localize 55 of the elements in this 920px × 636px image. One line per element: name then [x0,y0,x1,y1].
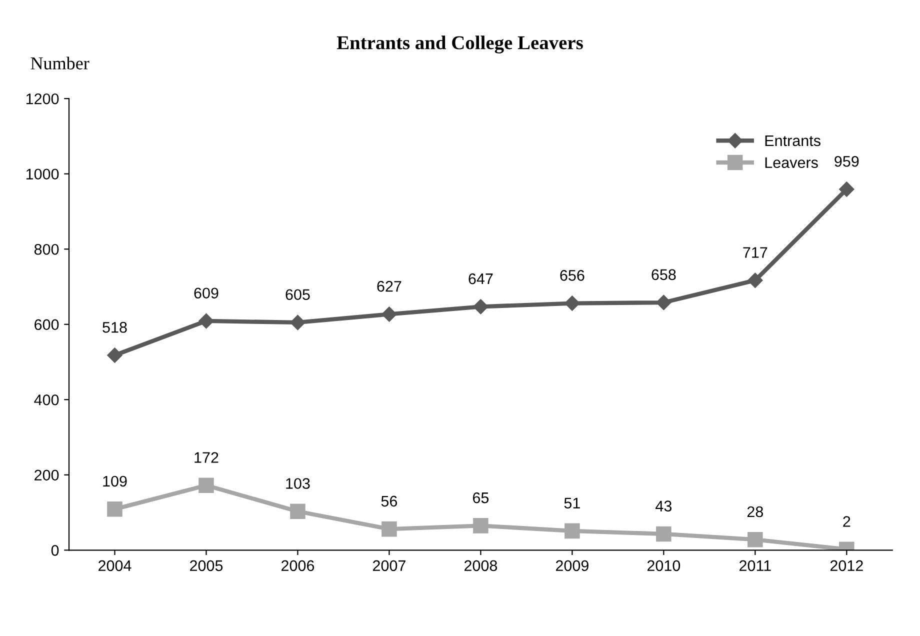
point [473,518,488,534]
data-label: 658 [652,269,676,280]
data-label: 43 [656,500,672,512]
x-tick-label: 2011 [740,560,771,572]
data-label: 109 [103,476,127,487]
point [198,478,214,494]
data-label: 627 [377,280,402,292]
data-label: 51 [564,498,580,508]
point [839,182,854,197]
x-tick-label: 2006 [282,560,314,572]
data-label: 172 [194,452,218,463]
y-tick-label: 1200 [26,93,59,104]
data-label: 518 [102,322,127,333]
data-label: 609 [194,288,218,299]
data-label: 656 [560,270,584,281]
x-tick-label: 2010 [647,560,680,572]
chart-title: Entrants and College Leavers [336,36,583,54]
point [382,306,397,322]
point [748,532,763,548]
point [564,296,580,311]
y-tick-label: 1000 [26,168,59,180]
point [107,348,122,363]
point [473,299,488,314]
point [290,504,306,520]
point [198,313,214,329]
y-tick-label: 600 [34,319,59,330]
point [656,526,672,542]
y-tick-label: 800 [34,244,59,255]
x-tick-label: 2009 [556,560,588,572]
data-label: 28 [747,506,763,518]
data-label: 605 [286,289,310,300]
data-label: 65 [472,492,489,504]
x-tick-label: 2004 [98,560,132,572]
x-tick-label: 2005 [190,560,223,572]
x-tick-label: 2012 [830,560,863,572]
x-tick-label: 2008 [464,560,498,572]
y-tick-label: 200 [34,470,59,481]
legend-label: Entrants [765,135,820,146]
data-label: 647 [468,273,493,284]
x-tick-label: 2007 [372,560,406,572]
data-label: 103 [286,478,310,489]
data-label: 2 [843,516,850,527]
point [107,501,122,517]
y-axis-title: Number [30,56,90,70]
point [748,272,763,288]
point [564,523,580,539]
data-label: 959 [834,156,859,167]
data-label: 717 [743,247,768,258]
point [290,314,306,330]
y-tick-label: 0 [51,545,59,556]
point [656,294,672,310]
data-label: 56 [381,496,398,507]
y-tick-label: 400 [34,394,59,406]
point [382,521,397,537]
legend-label: Leavers [765,157,818,168]
